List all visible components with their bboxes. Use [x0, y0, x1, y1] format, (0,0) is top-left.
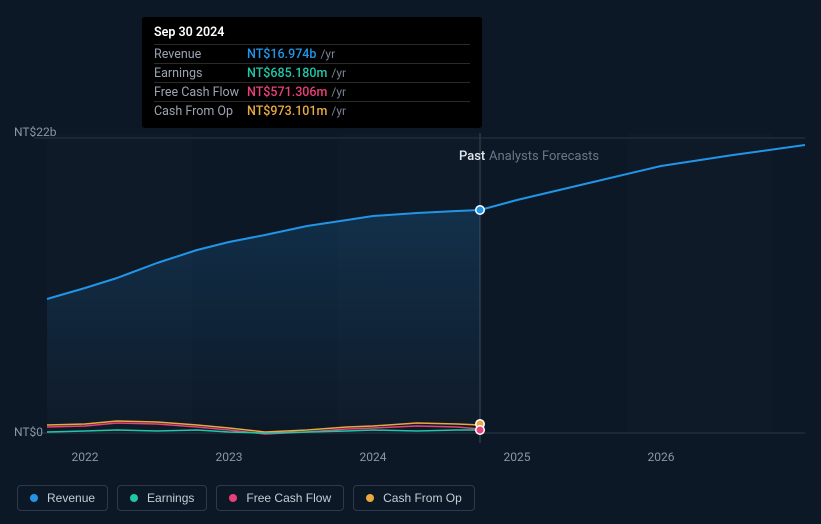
chart-svg — [17, 125, 805, 443]
legend-item-free-cash-flow[interactable]: Free Cash Flow — [216, 485, 344, 511]
y-axis-bottom: NT$0 — [14, 425, 43, 439]
x-axis-tick: 2024 — [360, 450, 387, 464]
x-axis-tick: 2025 — [504, 450, 531, 464]
legend-label: Free Cash Flow — [246, 491, 331, 505]
tooltip-row-value: NT$571.306m — [247, 85, 327, 100]
freecashflow-marker — [477, 427, 484, 434]
tooltip-row-unit: /yr — [331, 85, 346, 99]
revenue-marker — [477, 207, 484, 214]
tooltip-row-value: NT$16.974b — [247, 47, 316, 62]
forecast-label: Analysts Forecasts — [489, 149, 599, 164]
legend-item-earnings[interactable]: Earnings — [117, 485, 207, 511]
tooltip-row-unit: /yr — [331, 104, 346, 118]
legend-dot — [130, 494, 138, 502]
y-axis-top: NT$22b — [14, 125, 57, 139]
legend-item-revenue[interactable]: Revenue — [17, 485, 108, 511]
tooltip-row: Free Cash FlowNT$571.306m/yr — [154, 82, 470, 101]
tooltip-row: RevenueNT$16.974b/yr — [154, 44, 470, 63]
legend-dot — [229, 494, 237, 502]
tooltip-row-value: NT$685.180m — [247, 66, 327, 81]
tooltip-row-label: Free Cash Flow — [154, 85, 247, 100]
tooltip-row-label: Cash From Op — [154, 104, 247, 119]
x-axis-tick: 2026 — [648, 450, 675, 464]
tooltip-row-unit: /yr — [320, 47, 335, 61]
tooltip-row: Cash From OpNT$973.101m/yr — [154, 101, 470, 120]
legend-label: Cash From Op — [383, 491, 462, 505]
legend-dot — [30, 494, 38, 502]
tooltip-row: EarningsNT$685.180m/yr — [154, 63, 470, 82]
tooltip-row-label: Revenue — [154, 47, 247, 62]
chart-tooltip: Sep 30 2024 RevenueNT$16.974b/yrEarnings… — [142, 17, 482, 128]
tooltip-date: Sep 30 2024 — [154, 25, 470, 44]
legend-label: Earnings — [147, 491, 194, 505]
tooltip-row-unit: /yr — [331, 66, 346, 80]
x-axis-tick: 2022 — [72, 450, 99, 464]
legend-dot — [366, 494, 374, 502]
legend-item-cash-from-op[interactable]: Cash From Op — [353, 485, 475, 511]
tooltip-rows: RevenueNT$16.974b/yrEarningsNT$685.180m/… — [154, 44, 470, 120]
legend-label: Revenue — [47, 491, 95, 505]
legend: Revenue Earnings Free Cash Flow Cash From O… — [17, 485, 475, 511]
tooltip-row-value: NT$973.101m — [247, 104, 327, 119]
chart-area[interactable]: NT$22b NT$0 Past Analysts Forecasts 2022… — [17, 125, 805, 443]
x-axis-tick: 2023 — [216, 450, 243, 464]
tooltip-row-label: Earnings — [154, 66, 247, 81]
past-label: Past — [459, 149, 485, 164]
